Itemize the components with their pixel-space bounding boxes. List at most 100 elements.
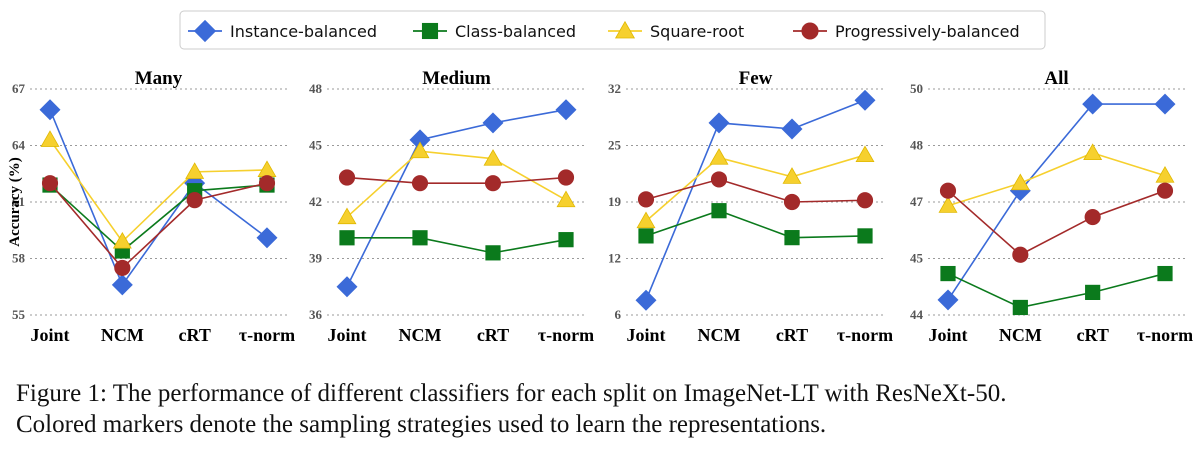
- data-point-class-balanced: [711, 203, 727, 219]
- data-point-progressively-balanced: [114, 259, 131, 276]
- series-line-class-balanced: [347, 236, 567, 254]
- x-tick-label-crt: cRT: [477, 325, 509, 345]
- legend-marker-class-balanced: [421, 22, 439, 40]
- data-point-square-root: [40, 130, 60, 147]
- y-tick-label: 36: [309, 307, 323, 322]
- data-point-square-root: [782, 167, 802, 184]
- data-point-progressively-balanced: [41, 175, 59, 192]
- data-point-class-balanced: [1012, 299, 1028, 316]
- y-tick-label: 25: [608, 138, 622, 153]
- data-point-class-balanced: [638, 228, 654, 244]
- series-line-class-balanced: [645, 209, 866, 239]
- data-point-square-root: [337, 207, 357, 225]
- y-tick-label: 61: [12, 194, 25, 209]
- data-point-square-root: [855, 145, 875, 163]
- legend: Instance-balanced Class-balanced Square-ro…: [179, 10, 1046, 50]
- data-point-class-balanced: [857, 228, 873, 244]
- legend-label-square-root: Square-root: [650, 22, 744, 41]
- legend-item-square-root: Square-root: [608, 20, 744, 41]
- data-point-instance-balanced: [1082, 93, 1104, 115]
- data-point-class-balanced: [1157, 265, 1173, 282]
- data-point-progressively-balanced: [1012, 246, 1029, 263]
- y-tick-label: 48: [309, 81, 323, 96]
- data-point-progressively-balanced: [557, 169, 575, 186]
- data-point-square-root: [1083, 143, 1103, 161]
- series-line-instance-balanced: [49, 109, 268, 287]
- data-point-instance-balanced: [336, 276, 358, 298]
- series-line-instance-balanced: [947, 103, 1165, 301]
- data-point-instance-balanced: [1154, 93, 1176, 115]
- data-point-progressively-balanced: [484, 175, 502, 192]
- y-tick-label: 42: [309, 194, 322, 209]
- data-point-square-root: [1010, 173, 1030, 191]
- y-tick-label: 67: [12, 81, 26, 96]
- legend-item-class-balanced: Class-balanced: [413, 22, 576, 41]
- series-line-instance-balanced: [346, 108, 567, 288]
- data-point-progressively-balanced: [186, 192, 203, 209]
- data-point-instance-balanced: [635, 289, 657, 311]
- x-tick-label-crt: cRT: [1076, 325, 1108, 345]
- data-point-progressively-balanced: [939, 182, 957, 199]
- panel-title-all: All: [1044, 68, 1068, 89]
- data-point-progressively-balanced: [258, 175, 276, 192]
- y-tick-label: 6: [615, 307, 622, 322]
- data-point-progressively-balanced: [411, 175, 429, 192]
- panel-title-medium: Medium: [422, 68, 491, 89]
- figure-chart: Instance-balanced Class-balanced Square-ro…: [7, 10, 1193, 345]
- panel-title-few: Few: [739, 68, 773, 89]
- series-line-progressively-balanced: [346, 176, 567, 184]
- legend-marker-square-root: [614, 20, 636, 39]
- series-line-class-balanced: [947, 272, 1166, 309]
- x-tick-label-norm: τ-norm: [1137, 325, 1193, 345]
- data-point-progressively-balanced: [710, 171, 728, 188]
- y-tick-label: 47: [910, 194, 924, 209]
- data-point-progressively-balanced: [1156, 182, 1174, 199]
- data-point-square-root: [410, 141, 430, 159]
- x-tick-label-ncm: NCM: [399, 325, 442, 345]
- y-tick-label: 58: [12, 251, 26, 266]
- data-point-instance-balanced: [854, 89, 876, 111]
- data-point-square-root: [709, 148, 729, 165]
- y-tick-label: 50: [910, 81, 923, 96]
- x-tick-label-crt: cRT: [178, 325, 210, 345]
- data-point-instance-balanced: [482, 112, 504, 134]
- x-tick-label-ncm: NCM: [101, 325, 144, 345]
- panel-many: Many 55 58 61 64 67 Joint NCM cRT τ-norm Accuracy …: [7, 68, 295, 345]
- x-tick-label-norm: τ-norm: [538, 325, 594, 345]
- panel-title-many: Many: [135, 68, 183, 89]
- x-tick-label-norm: τ-norm: [239, 325, 295, 345]
- data-point-instance-balanced: [708, 112, 730, 134]
- chart-panels: Many 55 58 61 64 67 Joint NCM cRT τ-norm Accuracy …: [7, 68, 1193, 345]
- series-line-square-root: [346, 150, 567, 218]
- x-tick-label-ncm: NCM: [999, 325, 1042, 345]
- series-line-class-balanced: [49, 184, 268, 253]
- legend-item-progressively-balanced: Progressively-balanced: [793, 22, 1020, 41]
- y-tick-label: 45: [910, 251, 924, 266]
- x-tick-label-joint: Joint: [626, 325, 665, 345]
- data-point-instance-balanced: [781, 118, 803, 140]
- data-point-instance-balanced: [555, 99, 577, 121]
- data-point-square-root: [112, 231, 132, 249]
- y-tick-label: 32: [608, 81, 621, 96]
- data-point-square-root: [483, 149, 503, 166]
- series-line-progressively-balanced: [947, 189, 1166, 256]
- figure-caption: Figure 1: The performance of different c…: [16, 378, 1191, 440]
- data-point-instance-balanced: [256, 227, 278, 249]
- data-point-square-root: [556, 190, 576, 208]
- data-point-class-balanced: [339, 230, 355, 246]
- series-line-square-root: [49, 139, 268, 243]
- data-point-class-balanced: [1085, 284, 1101, 301]
- data-point-instance-balanced: [937, 289, 959, 311]
- series-line-instance-balanced: [645, 99, 866, 301]
- legend-frame: [179, 10, 1046, 50]
- data-point-class-balanced: [940, 265, 956, 282]
- panel-few: Few 6 12 19 25 32 Joint NCM cRT τ-norm: [608, 68, 893, 345]
- data-point-square-root: [636, 211, 656, 229]
- y-tick-label: 64: [12, 138, 26, 153]
- legend-label-class-balanced: Class-balanced: [455, 22, 576, 41]
- x-tick-label-joint: Joint: [928, 325, 967, 345]
- series-line-square-root: [645, 154, 866, 222]
- data-point-progressively-balanced: [1084, 208, 1101, 226]
- data-point-square-root: [1155, 166, 1175, 183]
- data-point-square-root: [185, 162, 205, 179]
